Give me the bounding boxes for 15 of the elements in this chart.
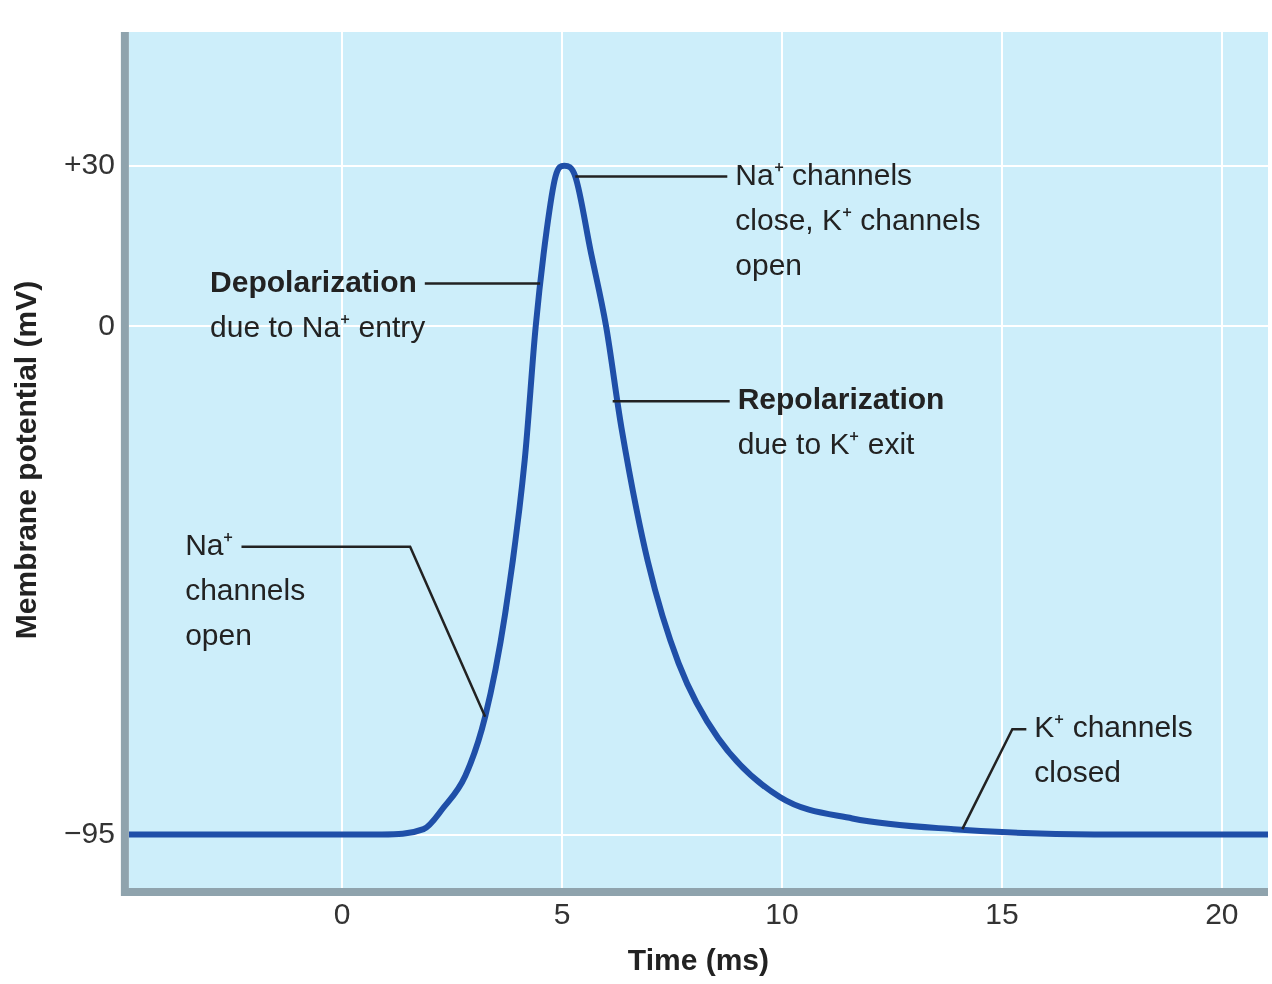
y-tick-label: +30 bbox=[64, 147, 115, 181]
y-axis-title: Membrane potential (mV) bbox=[9, 280, 43, 640]
x-tick-label: 10 bbox=[765, 897, 799, 931]
annotation: Na⁺ channels close, K⁺ channels open bbox=[735, 157, 981, 281]
annotation: K⁺ channels closed bbox=[1034, 710, 1193, 789]
x-tick-label: 0 bbox=[333, 897, 351, 931]
y-tick-label: 0 bbox=[98, 307, 115, 341]
x-axis-title: Time (ms) bbox=[627, 943, 770, 977]
annotation: Na⁺ channels open bbox=[185, 528, 306, 652]
x-tick-label: 15 bbox=[985, 897, 1019, 931]
annotation: Depolarization due to Na⁺ entry bbox=[210, 264, 426, 343]
y-tick-label: −95 bbox=[64, 815, 115, 849]
annotation: Repolarization due to K⁺ exit bbox=[737, 382, 945, 461]
x-tick-label: 20 bbox=[1205, 897, 1239, 931]
x-tick-label: 5 bbox=[553, 897, 571, 931]
